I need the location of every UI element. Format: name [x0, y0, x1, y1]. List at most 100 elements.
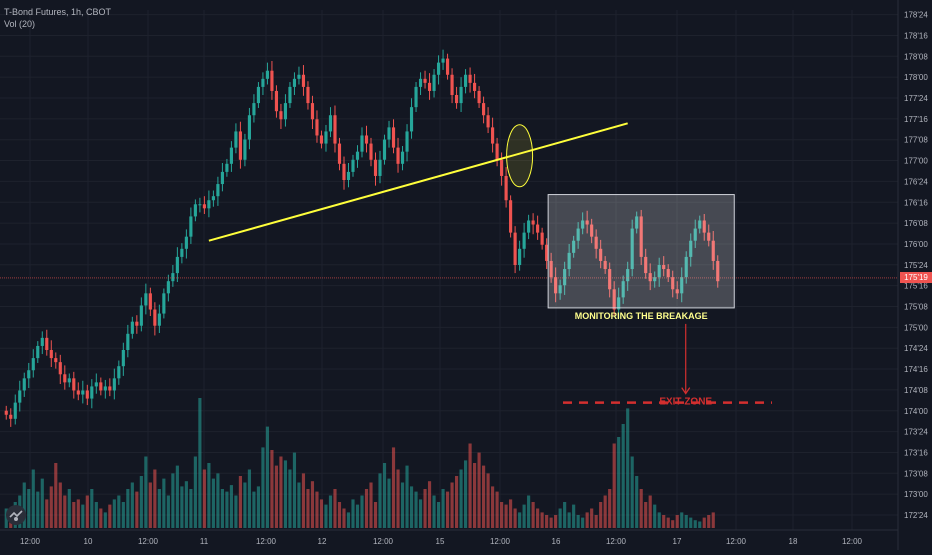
volume-bar	[495, 491, 499, 528]
candle-body	[49, 350, 53, 359]
volume-bar	[477, 452, 481, 528]
volume-bar	[283, 460, 288, 528]
volume-bar	[225, 491, 229, 528]
volume-bar	[130, 482, 134, 528]
candle-body	[716, 260, 720, 282]
y-tick-label: 178'00	[904, 73, 928, 82]
candle-body	[45, 337, 49, 350]
candle-body	[346, 171, 351, 180]
candle-body	[81, 390, 85, 395]
volume-bar	[409, 486, 414, 528]
candle-body	[112, 378, 116, 391]
volume-bar	[423, 489, 427, 528]
candle-body	[166, 281, 170, 294]
candle-body	[229, 147, 233, 164]
candle-body	[396, 147, 400, 164]
candle-body	[22, 378, 26, 391]
candle-body	[117, 366, 121, 379]
volume-bar	[473, 463, 477, 528]
volume-bar	[427, 481, 432, 528]
x-tick-label: 12:00	[138, 537, 159, 546]
volume-bar	[54, 463, 58, 528]
candle-body	[162, 293, 166, 314]
volume-bar	[328, 495, 333, 528]
volume-bar	[639, 489, 643, 528]
volume-bar	[572, 504, 576, 528]
candle-body	[364, 135, 369, 144]
volume-bar	[22, 482, 26, 528]
volume-bar	[279, 456, 283, 528]
volume-bar	[689, 517, 693, 528]
candle-body	[432, 74, 436, 91]
exit-zone-label: EXIT ZONE	[659, 397, 712, 408]
volume-bar	[144, 456, 148, 528]
volume-bar	[243, 482, 247, 528]
volume-bar	[310, 481, 315, 528]
candle-body	[351, 159, 355, 172]
candle-body	[135, 321, 139, 326]
candle-body	[707, 232, 711, 241]
candle-body	[648, 273, 652, 282]
x-tick-label: 12:00	[373, 537, 394, 546]
candle-body	[418, 78, 423, 87]
volume-bar	[680, 512, 684, 528]
candle-body	[85, 390, 89, 399]
candle-body	[666, 269, 670, 278]
volume-bar	[603, 495, 607, 528]
volume-bar	[500, 502, 504, 528]
y-tick-label: 177'16	[904, 115, 928, 124]
candle-body	[324, 131, 328, 144]
volume-bar	[171, 473, 175, 528]
candle-body	[671, 277, 675, 290]
volume-bar	[175, 465, 179, 528]
volume-bar	[369, 482, 373, 528]
candle-body	[486, 115, 490, 128]
candle-body	[238, 131, 242, 160]
volume-bar	[648, 495, 652, 528]
candle-body	[450, 74, 454, 95]
volume-bar	[85, 495, 89, 528]
volume-bar	[581, 517, 585, 528]
volume-bar	[261, 447, 265, 528]
x-tick-label: 16	[552, 537, 561, 546]
candle-body	[27, 370, 31, 379]
y-tick-label: 174'00	[904, 407, 928, 416]
candle-body	[175, 256, 179, 274]
tradingview-logo-icon[interactable]	[6, 505, 26, 525]
volume-bar	[617, 437, 621, 528]
candle-body	[630, 228, 634, 270]
x-tick-label: 12:00	[842, 537, 863, 546]
y-tick-label: 174'08	[904, 386, 928, 395]
volume-bar	[418, 499, 423, 528]
candle-body	[270, 70, 274, 91]
volume-indicator-title[interactable]: Vol (20)	[4, 19, 36, 29]
volume-bar	[567, 512, 571, 528]
symbol-title[interactable]: T-Bond Futures, 1h, CBOT	[4, 7, 112, 17]
monitoring-box-label: MONITORING THE BREAKAGE	[575, 311, 708, 321]
candle-body	[603, 260, 607, 270]
volume-bar	[518, 512, 522, 528]
candle-body	[108, 386, 112, 391]
exit-arrow-head	[681, 387, 691, 395]
candle-body	[680, 277, 684, 294]
candle-body	[495, 143, 499, 160]
candle-body	[545, 244, 549, 261]
x-tick-label: 12:00	[256, 537, 277, 546]
volume-bar	[698, 521, 702, 528]
volume-bar	[576, 515, 580, 528]
candle-body	[274, 90, 279, 112]
volume-bar	[351, 499, 355, 528]
y-tick-label: 173'00	[904, 490, 928, 499]
y-tick-label: 177'24	[904, 94, 928, 103]
volume-bar	[72, 502, 76, 528]
candle-body	[310, 103, 315, 120]
candle-body	[409, 107, 414, 132]
candle-body	[711, 240, 715, 261]
volume-bar	[558, 508, 562, 528]
candle-body	[567, 252, 571, 270]
volume-bar	[585, 512, 589, 528]
candle-body	[581, 220, 585, 229]
candle-body	[337, 143, 342, 164]
